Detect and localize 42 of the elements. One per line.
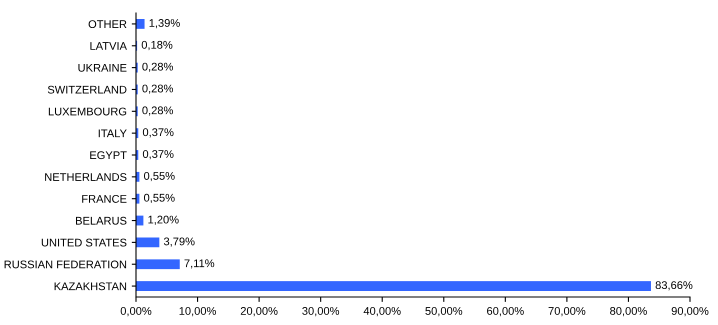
data-label: 7,11% (184, 259, 214, 269)
data-label: 0,18% (142, 40, 172, 50)
bar (136, 281, 651, 291)
y-tick-label: KAZAKHSTAN (54, 282, 126, 290)
bar (136, 237, 160, 248)
y-tick-label: EGYPT (90, 151, 127, 160)
data-label: 0,28% (142, 84, 173, 94)
x-tick-label: 50,00% (425, 307, 462, 316)
data-label: 0,55% (144, 172, 175, 182)
x-tick-label: 10,00% (180, 307, 216, 316)
y-tick-label: SWITZERLAND (48, 86, 126, 94)
bar (136, 259, 180, 270)
bar (136, 216, 144, 226)
y-tick-label: NETHERLANDS (45, 173, 126, 181)
data-label: 83,66% (656, 281, 692, 290)
data-label: 0,37% (142, 128, 174, 138)
data-label: 0,28% (142, 106, 173, 116)
x-tick-label: 60,00% (487, 307, 524, 316)
x-tick-label: 70,00% (548, 307, 586, 316)
y-tick-label: LUXEMBOURG (48, 108, 126, 116)
y-tick-label: LATVIA (90, 42, 127, 50)
x-tick-label: 40,00% (364, 307, 401, 316)
bar (136, 172, 140, 182)
x-tick-label: 30,00% (302, 307, 340, 316)
y-tick-label: BELARUS (76, 216, 126, 225)
y-tick-label: ITALY (98, 130, 127, 138)
data-label: 0,28% (142, 62, 173, 72)
data-label: 0,55% (144, 194, 175, 203)
x-tick-label: 80,00% (610, 307, 647, 316)
bar (136, 19, 145, 29)
y-tick-label: FRANCE (82, 194, 126, 203)
data-label: 3,79% (164, 238, 195, 247)
x-tick-label: 90,00% (672, 307, 708, 316)
y-tick-label: UKRAINE (78, 64, 126, 72)
y-tick-label: UNITED STATES (42, 238, 126, 247)
data-label: 1,20% (148, 216, 179, 225)
data-label: 0,37% (142, 150, 174, 160)
y-tick-label: RUSSIAN FEDERATION (4, 260, 126, 268)
x-tick-label: 20,00% (240, 307, 278, 316)
y-tick-label: OTHER (88, 20, 126, 28)
x-tick-label: 0,00% (120, 307, 152, 316)
data-label: 1,39% (150, 19, 180, 28)
